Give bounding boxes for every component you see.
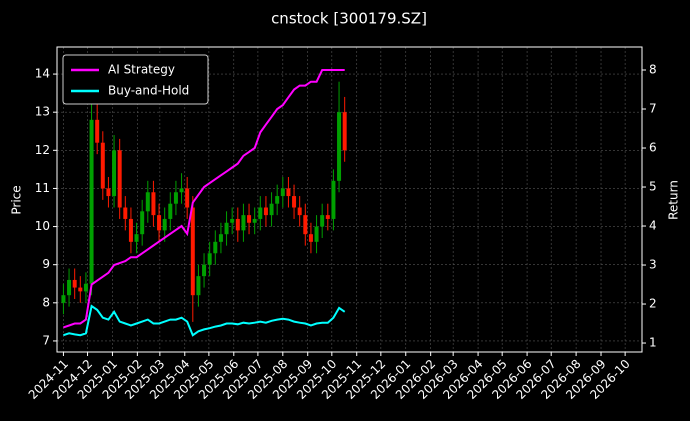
candle-body bbox=[117, 150, 122, 208]
y2-tick-label: 8 bbox=[649, 63, 657, 77]
y2-tick-label: 3 bbox=[649, 258, 657, 272]
candle-body bbox=[241, 215, 246, 231]
y2-tick-label: 2 bbox=[649, 297, 657, 311]
candle-body bbox=[123, 207, 128, 219]
y-tick-label: 13 bbox=[35, 105, 50, 119]
candle-body bbox=[247, 215, 252, 223]
y-tick-label: 7 bbox=[42, 333, 50, 347]
candle-body bbox=[162, 218, 167, 231]
candle-body bbox=[190, 207, 195, 296]
candle-body bbox=[280, 188, 285, 197]
candle-body bbox=[230, 218, 235, 223]
candle-body bbox=[67, 279, 72, 296]
candle-body bbox=[95, 119, 100, 143]
candle-body bbox=[258, 207, 263, 219]
candle-body bbox=[106, 188, 111, 197]
candle-body bbox=[342, 112, 347, 151]
y-tick-label: 8 bbox=[42, 295, 50, 309]
y2-tick-label: 7 bbox=[649, 102, 657, 116]
legend-label: Buy-and-Hold bbox=[108, 84, 189, 98]
candle-body bbox=[89, 119, 94, 284]
candle-body bbox=[286, 188, 291, 197]
candle-body bbox=[202, 264, 207, 277]
candle-body bbox=[72, 279, 77, 288]
candle-body bbox=[235, 218, 240, 231]
candle-body bbox=[252, 218, 257, 223]
candle-body bbox=[224, 222, 229, 235]
y-tick-label: 12 bbox=[35, 143, 50, 157]
candle-body bbox=[263, 207, 268, 216]
y2-tick-label: 4 bbox=[649, 219, 657, 233]
candle-body bbox=[213, 241, 218, 254]
candle-body bbox=[83, 283, 88, 292]
candle-body bbox=[325, 215, 330, 219]
candle-body bbox=[145, 192, 150, 212]
candle-body bbox=[78, 287, 83, 292]
candle-body bbox=[337, 112, 342, 181]
candle-body bbox=[179, 188, 184, 193]
legend-label: AI Strategy bbox=[108, 63, 175, 77]
candle-body bbox=[151, 192, 156, 216]
chart-title: cnstock [300179.SZ] bbox=[271, 10, 427, 28]
candle-body bbox=[168, 203, 173, 219]
candle-body bbox=[207, 253, 212, 265]
candle-body bbox=[173, 192, 178, 204]
y2-tick-label: 5 bbox=[649, 180, 657, 194]
y2-tick-label: 1 bbox=[649, 336, 657, 350]
legend-box bbox=[62, 54, 209, 105]
candle-body bbox=[218, 234, 223, 242]
candle-body bbox=[112, 150, 117, 197]
y-tick-label: 11 bbox=[35, 181, 50, 195]
candle-body bbox=[292, 196, 297, 208]
candle-body bbox=[303, 215, 308, 235]
candle-body bbox=[196, 276, 201, 296]
candle-body bbox=[157, 215, 162, 231]
candle-body bbox=[314, 226, 319, 242]
y-tick-label: 9 bbox=[42, 257, 50, 271]
candle-body bbox=[275, 196, 280, 204]
candle-body bbox=[100, 142, 105, 189]
candle-body bbox=[61, 295, 66, 303]
y2-tick-label: 6 bbox=[649, 141, 657, 155]
candle-body bbox=[134, 234, 139, 242]
candle-body bbox=[297, 207, 302, 216]
return-line bbox=[63, 69, 345, 329]
plot-frame bbox=[56, 46, 643, 353]
y-axis-label: Price bbox=[10, 185, 24, 214]
candle-body bbox=[128, 218, 133, 242]
candle-body bbox=[320, 215, 325, 227]
candle-body bbox=[331, 180, 336, 219]
candle-body bbox=[308, 234, 313, 242]
y-tick-label: 10 bbox=[35, 219, 50, 233]
candle-body bbox=[140, 211, 145, 235]
y-tick-label: 14 bbox=[35, 67, 50, 81]
return-line bbox=[63, 304, 346, 337]
y2-axis-label: Return bbox=[667, 180, 681, 220]
candle-body bbox=[269, 203, 274, 216]
candle-body bbox=[185, 188, 190, 208]
